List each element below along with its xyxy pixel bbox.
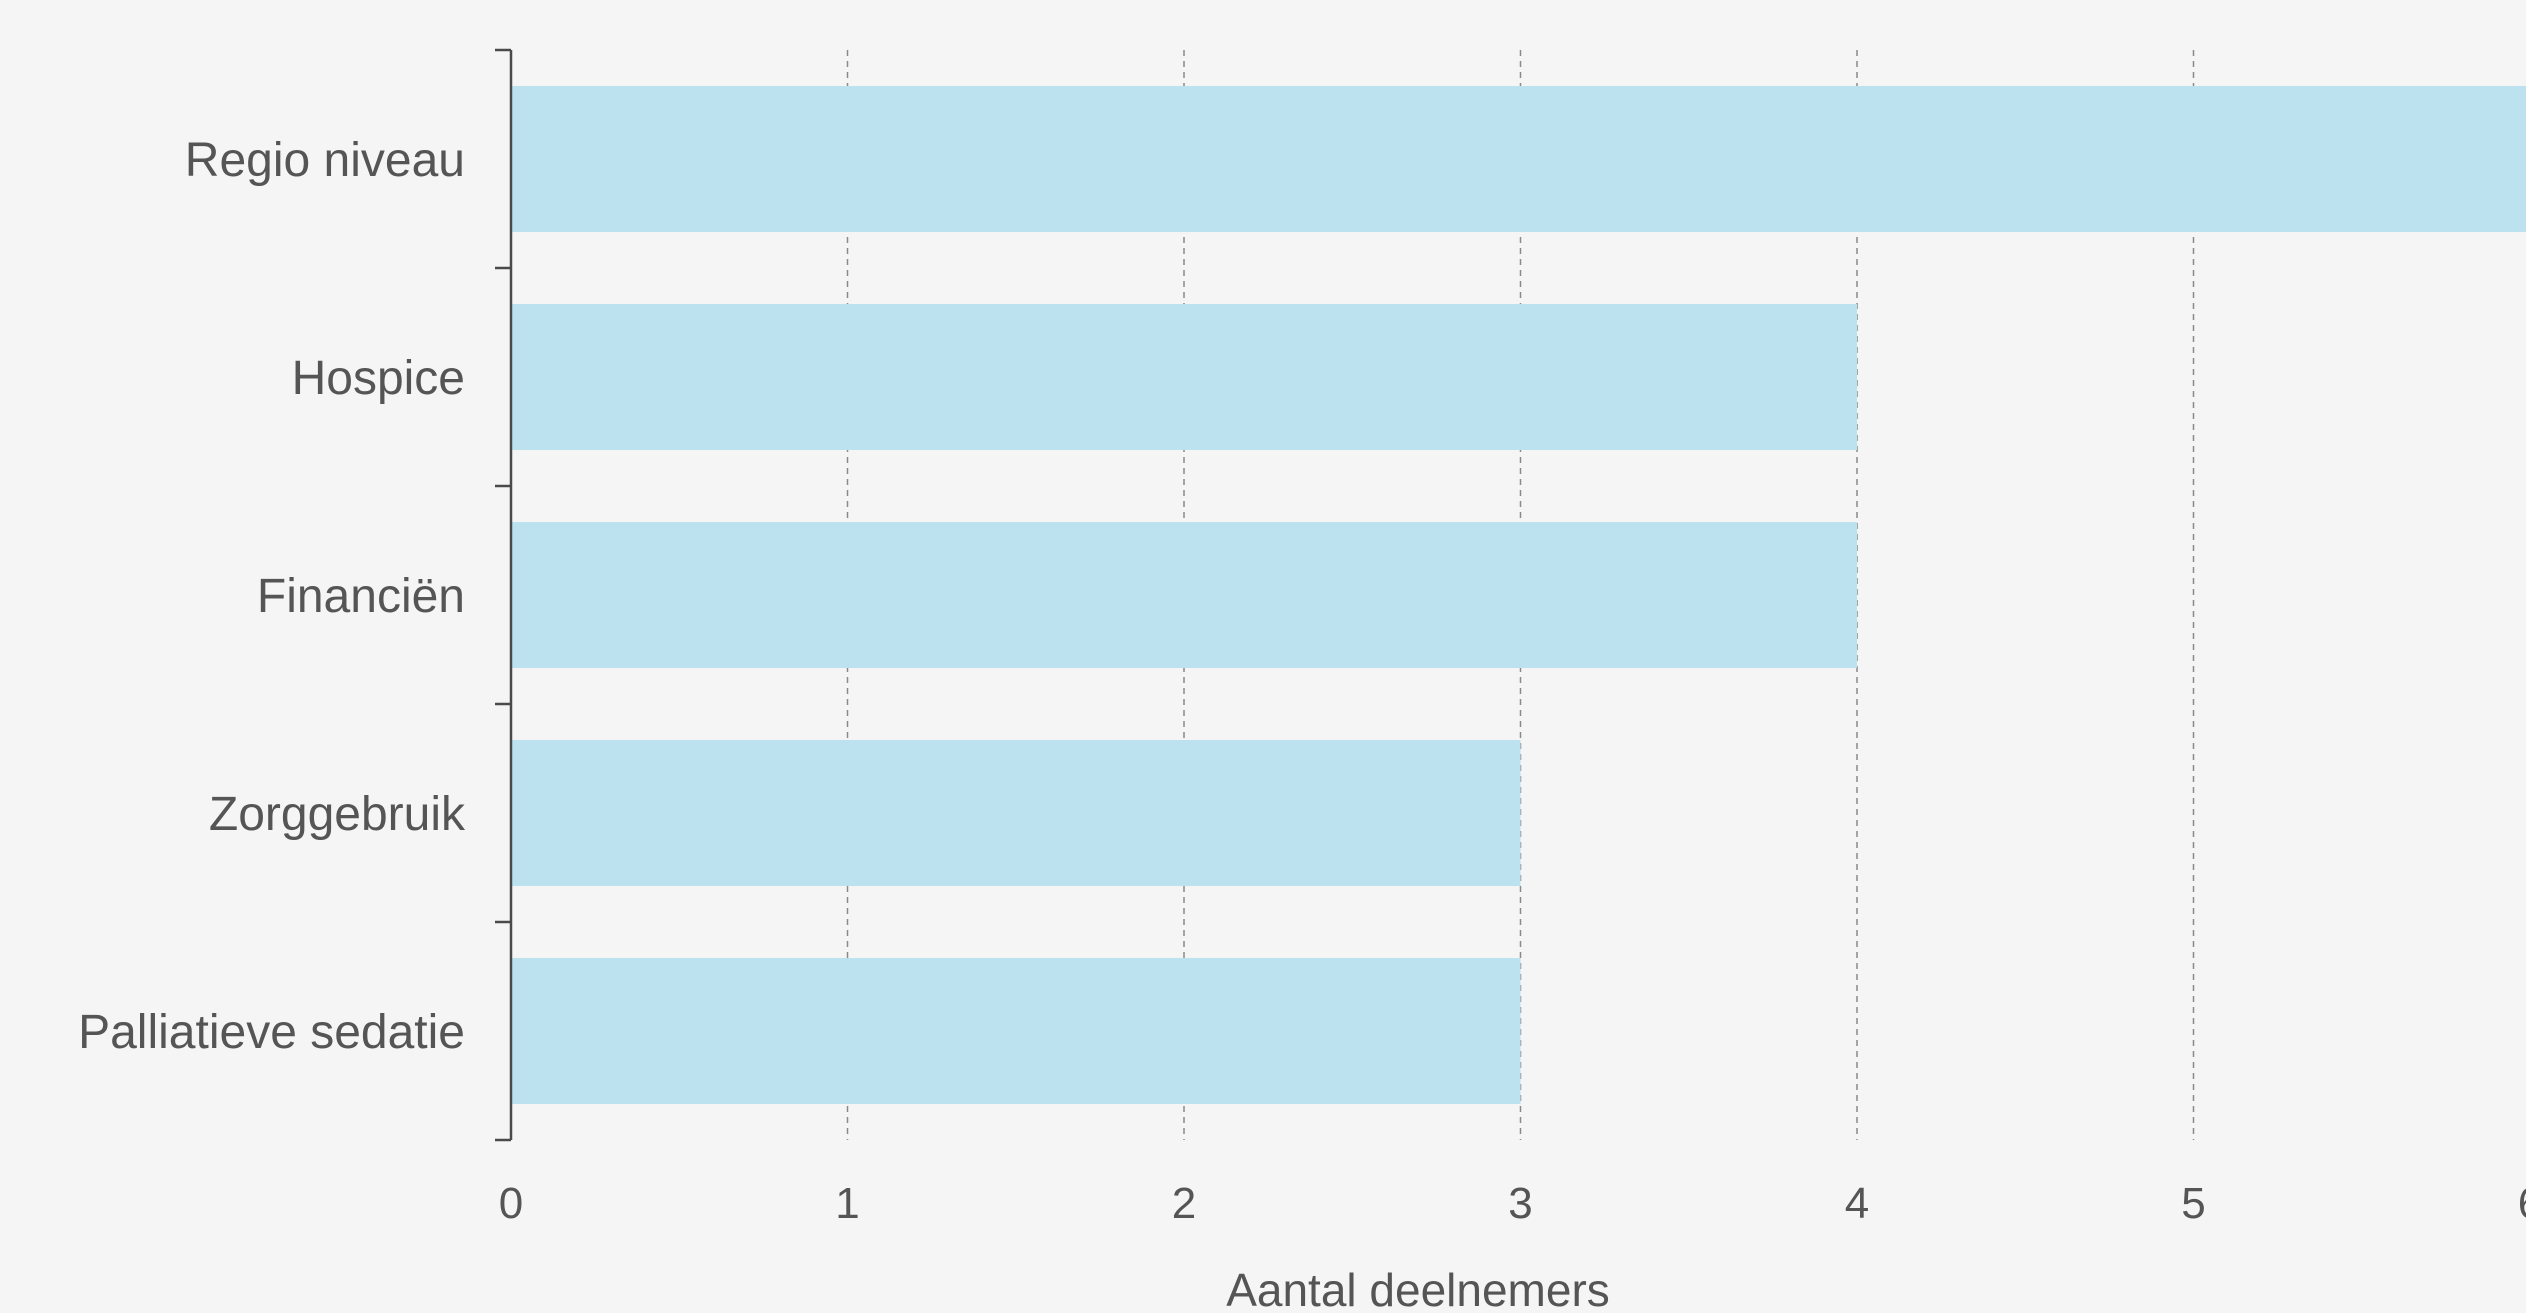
- category-label: Financiën: [257, 570, 465, 623]
- bars: [511, 86, 2526, 1104]
- category-label: Regio niveau: [185, 134, 465, 187]
- bar: [511, 740, 1521, 886]
- x-tick-label: 3: [1508, 1179, 1532, 1228]
- x-tick-label: 5: [2181, 1179, 2205, 1228]
- bar: [511, 522, 1857, 668]
- labels: 0 1 2 3 4 5 6 Regio niveau Hospice Financiën Zorgg…: [78, 134, 2526, 1228]
- bar: [511, 304, 1857, 450]
- category-label: Zorggebruik: [209, 788, 466, 841]
- x-tick-label: 2: [1172, 1179, 1196, 1228]
- x-tick-label: 0: [499, 1179, 523, 1228]
- bar: [511, 958, 1521, 1104]
- x-tick-label: 4: [1845, 1179, 1869, 1228]
- axes: [495, 48, 513, 1142]
- category-label: Hospice: [292, 352, 465, 405]
- bar: [511, 86, 2526, 232]
- x-tick-label: 6: [2518, 1179, 2526, 1228]
- category-label: Palliatieve sedatie: [78, 1006, 465, 1059]
- x-tick-label: 1: [835, 1179, 859, 1228]
- x-axis-title: Aantal deelnemers: [1226, 1264, 1610, 1313]
